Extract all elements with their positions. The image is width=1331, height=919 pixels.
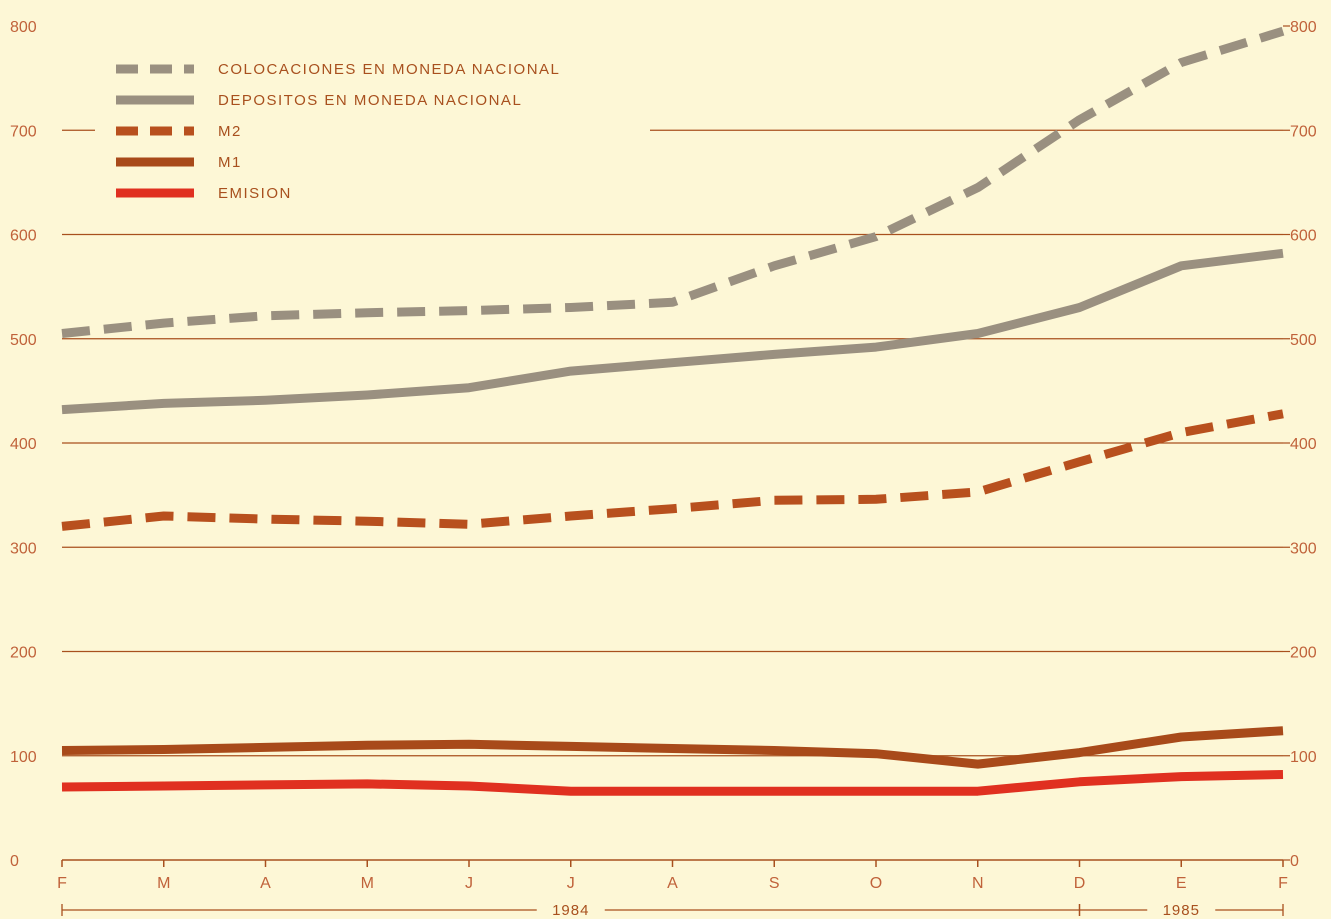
x-tick-label: J	[567, 875, 575, 892]
series-line-1	[61, 248, 1284, 415]
y-tick-label-left: 300	[10, 540, 37, 557]
grid-lines	[62, 129, 1283, 757]
x-tick-label: A	[260, 875, 271, 892]
x-tick-label: M	[361, 875, 374, 892]
series-line-0	[61, 26, 1285, 338]
y-tick-label-left: 800	[10, 19, 37, 36]
y-tick-label-left: 0	[10, 853, 19, 870]
year-label: 1985	[1163, 902, 1200, 919]
legend-label: M2	[218, 123, 242, 140]
legend-label: EMISION	[218, 185, 292, 202]
y-tick-label-right: 500	[1290, 332, 1317, 349]
y-axis-right: 0 100 200 300 400 500 600 700 800	[1283, 19, 1317, 870]
x-tick-label: D	[1074, 875, 1086, 892]
y-tick-label-right: 600	[1290, 228, 1317, 245]
y-tick-label-right: 200	[1290, 645, 1317, 662]
y-tick-label-right: 100	[1290, 749, 1317, 766]
series-line-2	[61, 409, 1284, 531]
x-tick-label: O	[870, 875, 882, 892]
series-line-3	[61, 726, 1284, 769]
y-tick-label-left: 200	[10, 645, 37, 662]
x-tick-label: M	[157, 875, 170, 892]
y-axis-left: 0 100 200 300 400 500 600 700 800	[10, 19, 37, 870]
series-lines	[61, 26, 1285, 796]
y-tick-label-right: 700	[1290, 123, 1317, 140]
y-tick-label-left: 700	[10, 123, 37, 140]
x-tick-label: J	[465, 875, 473, 892]
x-tick-label: S	[769, 875, 780, 892]
x-tick-label: F	[57, 875, 67, 892]
y-tick-label-right: 0	[1290, 853, 1299, 870]
y-tick-label-right: 400	[1290, 436, 1317, 453]
y-tick-label-left: 600	[10, 228, 37, 245]
y-tick-label-left: 500	[10, 332, 37, 349]
x-tick-label: F	[1278, 875, 1288, 892]
x-tick-label: E	[1176, 875, 1187, 892]
y-tick-label-right: 800	[1290, 19, 1317, 36]
year-brackets: 1984 1985	[61, 902, 1284, 919]
x-tick-label: N	[972, 875, 984, 892]
y-tick-label-right: 300	[1290, 540, 1317, 557]
series-line-4	[61, 770, 1284, 796]
legend-label: M1	[218, 154, 242, 171]
year-label: 1984	[552, 902, 589, 919]
legend-label: DEPOSITOS EN MONEDA NACIONAL	[218, 92, 522, 109]
legend-label: COLOCACIONES EN MONEDA NACIONAL	[218, 61, 560, 78]
x-tick-label: A	[667, 875, 678, 892]
y-tick-label-left: 100	[10, 749, 37, 766]
y-tick-label-left: 400	[10, 436, 37, 453]
legend: COLOCACIONES EN MONEDA NACIONAL DEPOSITOS…	[95, 45, 650, 220]
